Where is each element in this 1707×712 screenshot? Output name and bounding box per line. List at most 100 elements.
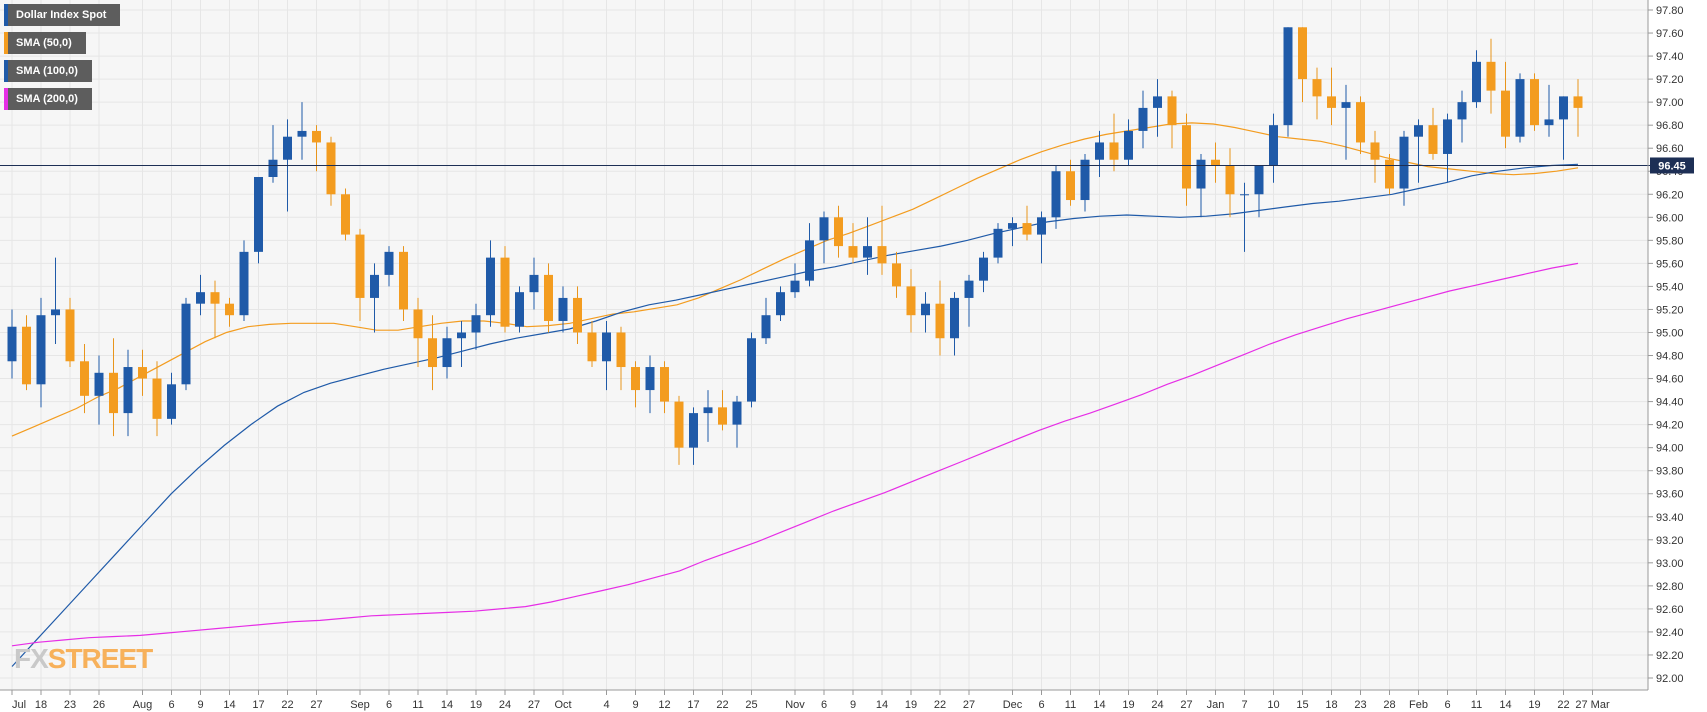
- y-tick-label: 95.00: [1656, 327, 1684, 339]
- candle-body: [1283, 27, 1293, 126]
- x-tick-label: 22: [716, 699, 728, 711]
- x-tick-label: 6: [168, 699, 174, 711]
- candle-body: [1501, 90, 1510, 137]
- legend-item-dollar-index[interactable]: Dollar Index Spot: [4, 4, 121, 26]
- candles: [7, 27, 1583, 465]
- x-tick-label: 19: [470, 699, 482, 711]
- candle-body: [587, 332, 597, 362]
- fxstreet-logo: FXSTREET: [14, 643, 153, 675]
- candle-body: [210, 292, 220, 304]
- x-tick-label: Aug: [133, 699, 153, 711]
- candle-body: [544, 274, 553, 321]
- x-tick-label: Jan: [1207, 699, 1225, 711]
- legend-item-sma-100[interactable]: SMA (100,0): [4, 60, 92, 82]
- candle-body: [1486, 61, 1496, 91]
- last-price-badge: 96.45: [1650, 157, 1694, 174]
- x-tick-label: 19: [905, 699, 917, 711]
- candle-body: [413, 309, 423, 339]
- logo-text-b: STREET: [47, 643, 153, 674]
- x-tick-label: 14: [1499, 699, 1511, 711]
- candle-body: [254, 177, 263, 252]
- x-tick-label: 27: [528, 699, 540, 711]
- candle-body: [645, 367, 655, 391]
- y-tick-label: 97.80: [1656, 5, 1684, 17]
- candle-body: [1037, 217, 1046, 235]
- candle-body: [834, 217, 843, 247]
- candle-body: [1399, 136, 1409, 189]
- candle-body: [602, 332, 611, 362]
- x-tick-label: 11: [1471, 699, 1482, 711]
- candle-body: [892, 263, 901, 287]
- x-tick-label: 10: [1267, 699, 1279, 711]
- candle-body: [1356, 102, 1365, 143]
- candle-body: [109, 372, 118, 414]
- candle-body: [326, 142, 336, 195]
- x-tick-label: 17: [252, 699, 264, 711]
- candle-body: [94, 372, 104, 396]
- candle-body: [558, 297, 568, 321]
- candle-body: [906, 286, 916, 316]
- candle-body: [950, 297, 959, 339]
- legend-item-sma-50[interactable]: SMA (50,0): [4, 32, 86, 54]
- candle-body: [428, 338, 437, 368]
- candle-body: [935, 303, 945, 339]
- legend-swatch: [4, 88, 8, 110]
- y-tick-label: 95.60: [1656, 258, 1684, 270]
- y-tick-label: 93.00: [1656, 558, 1684, 570]
- candle-body: [631, 367, 640, 391]
- x-tick-label: 11: [412, 699, 423, 711]
- candle-body: [921, 303, 930, 316]
- x-tick-label: 6: [386, 699, 392, 711]
- candle-body: [1414, 125, 1423, 137]
- legend-item-sma-200[interactable]: SMA (200,0): [4, 88, 92, 110]
- legend-label: SMA (50,0): [16, 37, 72, 49]
- x-tick-label: 24: [1151, 699, 1163, 711]
- candle-body: [1225, 165, 1235, 195]
- candle-body: [805, 240, 814, 281]
- x-tick-label: 26: [93, 699, 105, 711]
- y-tick-label: 94.00: [1656, 443, 1684, 455]
- x-tick-label: 14: [876, 699, 888, 711]
- candle-body: [268, 159, 278, 177]
- grid-lines: [0, 0, 1648, 690]
- legend-swatch: [4, 32, 8, 54]
- candle-body: [689, 413, 698, 448]
- candle-body: [1298, 27, 1307, 80]
- y-tick-label: 94.80: [1656, 351, 1684, 363]
- candle-body: [399, 251, 408, 310]
- y-tick-label: 93.80: [1656, 466, 1684, 478]
- candle-body: [1211, 159, 1220, 166]
- candle-body: [703, 407, 713, 414]
- candle-body: [167, 384, 176, 419]
- candle-body: [225, 303, 234, 316]
- x-tick-label: 19: [1122, 699, 1134, 711]
- candle-body: [7, 326, 17, 362]
- candle-body: [500, 257, 510, 327]
- x-tick-label: 9: [850, 699, 856, 711]
- candle-body: [515, 292, 524, 327]
- legend-label: Dollar Index Spot: [16, 9, 107, 21]
- candle-body: [1240, 194, 1249, 196]
- x-tick-label: 9: [632, 699, 638, 711]
- candle-body: [384, 251, 394, 275]
- x-tick-label: 22: [934, 699, 946, 711]
- y-tick-label: 96.20: [1656, 189, 1684, 201]
- candle-body: [181, 303, 191, 385]
- y-tick-label: 95.20: [1656, 304, 1684, 316]
- x-tick-label: 23: [1354, 699, 1366, 711]
- y-axis: 92.00 92.20 92.40 92.60 92.80 93.00 93.20 93.40…: [1647, 0, 1684, 690]
- x-tick-label: 15: [1296, 699, 1308, 711]
- x-tick-label: 22: [1557, 699, 1569, 711]
- candle-body: [1153, 96, 1162, 108]
- legend-swatch: [4, 4, 8, 26]
- x-tick-label: 6: [1444, 699, 1450, 711]
- candle-body: [993, 228, 1003, 258]
- x-tick-label: 6: [1038, 699, 1044, 711]
- candle-body: [1327, 96, 1336, 108]
- candle-body: [1370, 142, 1380, 160]
- x-tick-label: Oct: [554, 699, 571, 711]
- last-price-label: 96.45: [1658, 160, 1686, 172]
- candle-body: [1182, 125, 1191, 189]
- y-tick-label: 96.00: [1656, 212, 1684, 224]
- y-tick-label: 92.80: [1656, 581, 1684, 593]
